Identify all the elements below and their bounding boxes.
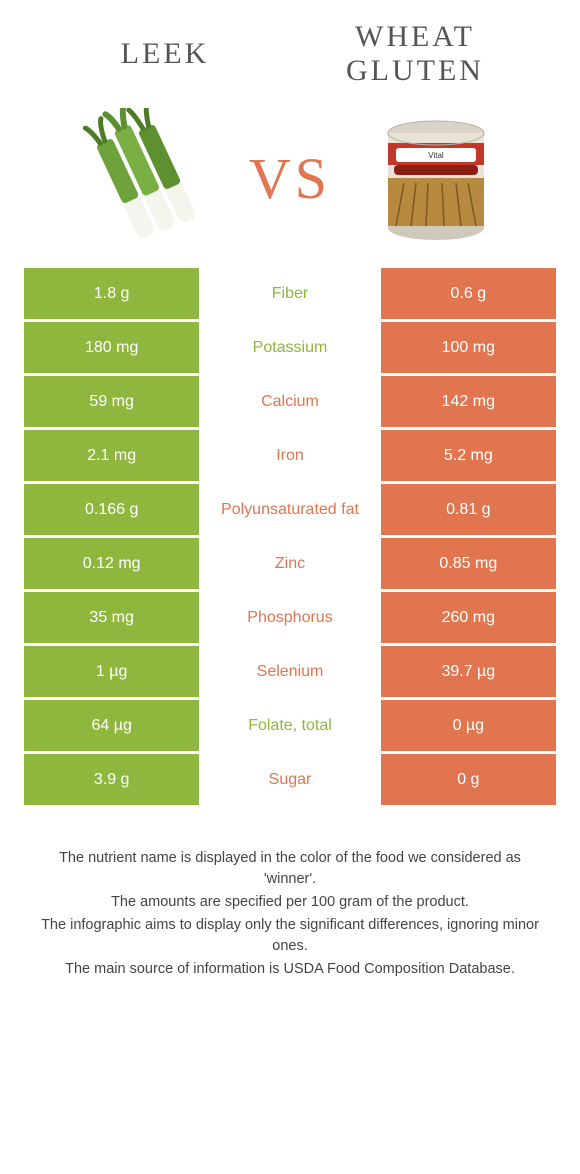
left-value: 35 mg xyxy=(24,592,199,643)
right-value: 100 mg xyxy=(381,322,556,373)
left-value: 180 mg xyxy=(24,322,199,373)
right-value: 0 g xyxy=(381,754,556,805)
right-value: 5.2 mg xyxy=(381,430,556,481)
footer-line-4: The main source of information is USDA F… xyxy=(38,959,542,980)
nutrient-label: Potassium xyxy=(202,322,377,373)
left-value: 1.8 g xyxy=(24,268,199,319)
right-value: 142 mg xyxy=(381,376,556,427)
left-value: 1 µg xyxy=(24,646,199,697)
left-value: 3.9 g xyxy=(24,754,199,805)
table-row: 2.1 mgIron5.2 mg xyxy=(24,430,556,481)
vs-label: VS xyxy=(249,145,331,212)
right-value: 0.81 g xyxy=(381,484,556,535)
title-left: Leek xyxy=(40,37,290,71)
left-value: 64 µg xyxy=(24,700,199,751)
comparison-table: 1.8 gFiber0.6 g180 mgPotassium100 mg59 m… xyxy=(0,268,580,805)
table-row: 64 µgFolate, total0 µg xyxy=(24,700,556,751)
title-right: Wheat Gluten xyxy=(290,20,540,88)
left-value: 2.1 mg xyxy=(24,430,199,481)
gluten-can-icon: Vital xyxy=(366,108,506,248)
nutrient-label: Folate, total xyxy=(202,700,377,751)
svg-text:Vital: Vital xyxy=(428,151,444,160)
right-value: 0.85 mg xyxy=(381,538,556,589)
table-row: 35 mgPhosphorus260 mg xyxy=(24,592,556,643)
table-row: 59 mgCalcium142 mg xyxy=(24,376,556,427)
right-value: 0.6 g xyxy=(381,268,556,319)
nutrient-label: Fiber xyxy=(202,268,377,319)
nutrient-label: Iron xyxy=(202,430,377,481)
table-row: 3.9 gSugar0 g xyxy=(24,754,556,805)
footer-line-1: The nutrient name is displayed in the co… xyxy=(38,848,542,890)
footer-line-3: The infographic aims to display only the… xyxy=(38,915,542,957)
nutrient-label: Polyunsaturated fat xyxy=(202,484,377,535)
right-value: 39.7 µg xyxy=(381,646,556,697)
left-value: 0.166 g xyxy=(24,484,199,535)
wheat-gluten-image: Vital xyxy=(351,108,521,248)
table-row: 1.8 gFiber0.6 g xyxy=(24,268,556,319)
left-value: 59 mg xyxy=(24,376,199,427)
table-row: 1 µgSelenium39.7 µg xyxy=(24,646,556,697)
table-row: 0.12 mgZinc0.85 mg xyxy=(24,538,556,589)
nutrient-label: Calcium xyxy=(202,376,377,427)
footer-notes: The nutrient name is displayed in the co… xyxy=(0,808,580,980)
leek-image xyxy=(59,108,229,248)
table-row: 180 mgPotassium100 mg xyxy=(24,322,556,373)
table-row: 0.166 gPolyunsaturated fat0.81 g xyxy=(24,484,556,535)
right-value: 260 mg xyxy=(381,592,556,643)
header: Leek Wheat Gluten xyxy=(0,0,580,98)
left-value: 0.12 mg xyxy=(24,538,199,589)
nutrient-label: Zinc xyxy=(202,538,377,589)
nutrient-label: Selenium xyxy=(202,646,377,697)
nutrient-label: Sugar xyxy=(202,754,377,805)
leek-icon xyxy=(64,108,224,248)
footer-line-2: The amounts are specified per 100 gram o… xyxy=(38,892,542,913)
nutrient-label: Phosphorus xyxy=(202,592,377,643)
right-value: 0 µg xyxy=(381,700,556,751)
images-row: VS Vital xyxy=(0,98,580,268)
